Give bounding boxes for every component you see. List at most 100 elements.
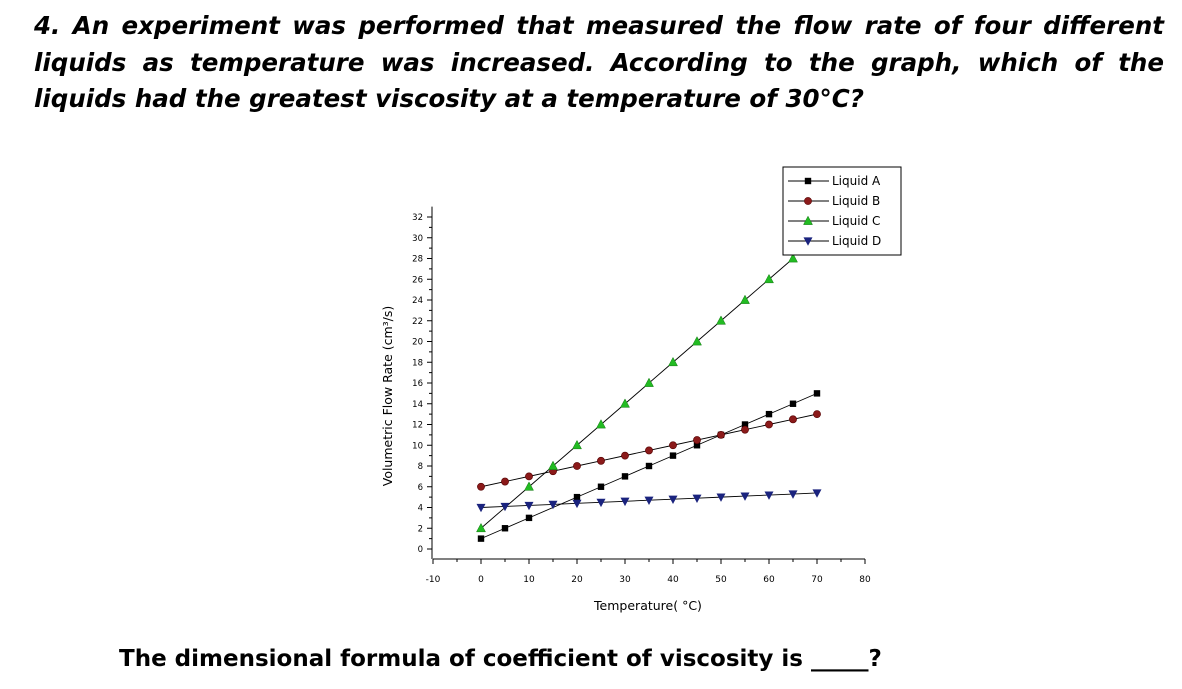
- legend-label-liquid-c: Liquid C: [832, 214, 880, 228]
- data-point-liquid-d: [740, 492, 750, 501]
- x-tick-label: 80: [859, 575, 871, 585]
- data-point-liquid-b: [501, 477, 509, 486]
- legend-label-liquid-b: Liquid B: [832, 194, 880, 208]
- x-tick-label: 70: [811, 575, 823, 585]
- data-point-liquid-a: [525, 514, 533, 522]
- data-point-liquid-d: [692, 494, 702, 503]
- legend-label-liquid-d: Liquid D: [832, 234, 881, 248]
- data-point-liquid-b: [717, 430, 725, 439]
- x-tick-label: 50: [715, 575, 727, 585]
- x-tick-label: 20: [571, 575, 583, 585]
- data-point-liquid-c: [620, 398, 630, 408]
- data-point-liquid-d: [524, 501, 534, 511]
- y-tick-label: 22: [412, 317, 423, 327]
- legend-marker-liquid-b: [804, 197, 812, 205]
- y-tick-label: 18: [412, 358, 423, 368]
- series-liquid-b: [477, 410, 821, 491]
- x-axis-label: Temperature( °C): [593, 598, 702, 613]
- data-point-liquid-a: [621, 473, 629, 480]
- data-point-liquid-c: [668, 356, 678, 367]
- data-point-liquid-d: [572, 499, 582, 509]
- x-tick-label: 10: [523, 575, 535, 585]
- y-tick-label: 10: [412, 441, 423, 451]
- footer-question: The dimensional formula of coefficient o…: [119, 646, 882, 672]
- y-tick-label: 2: [418, 524, 423, 534]
- data-point-liquid-c: [644, 377, 654, 387]
- data-point-liquid-b: [813, 410, 821, 419]
- legend-label-liquid-a: Liquid A: [832, 174, 881, 188]
- data-point-liquid-d: [596, 498, 606, 508]
- y-tick-label: 0: [418, 545, 423, 555]
- data-point-liquid-b: [693, 436, 701, 444]
- data-point-liquid-b: [477, 482, 485, 491]
- legend-marker-liquid-a: [804, 177, 812, 185]
- data-point-liquid-a: [573, 493, 581, 501]
- data-point-liquid-d: [500, 502, 510, 512]
- data-point-liquid-a: [669, 452, 677, 459]
- series-liquid-a: [477, 390, 821, 542]
- x-tick-label: 30: [619, 575, 631, 585]
- y-tick-label: 20: [412, 338, 423, 348]
- y-tick-label: 24: [412, 296, 423, 306]
- x-tick-label: 60: [763, 575, 775, 585]
- y-tick-label: 30: [412, 234, 423, 244]
- data-point-liquid-c: [716, 315, 726, 325]
- y-tick-label: 16: [412, 379, 423, 389]
- data-point-liquid-b: [741, 425, 749, 434]
- legend-box: [782, 166, 902, 256]
- data-point-liquid-a: [813, 390, 821, 397]
- chart-axes: -10 0 10 20 30 40 50 60 70 8002468101214161820222…: [412, 206, 871, 585]
- y-tick-label: 8: [418, 462, 423, 472]
- y-tick-label: 4: [418, 504, 423, 514]
- series-line-liquid-a: [480, 392, 818, 540]
- data-point-liquid-d: [620, 497, 630, 507]
- data-point-liquid-d: [764, 491, 774, 500]
- data-point-liquid-d: [788, 490, 798, 499]
- data-point-liquid-c: [548, 460, 558, 470]
- data-point-liquid-d: [668, 495, 678, 504]
- data-point-liquid-b: [669, 441, 677, 450]
- data-point-liquid-c: [692, 336, 702, 346]
- data-point-liquid-b: [597, 456, 605, 465]
- data-point-liquid-d: [548, 500, 558, 510]
- data-point-liquid-d: [716, 493, 726, 502]
- data-point-liquid-c: [596, 419, 606, 429]
- y-tick-label: 12: [412, 421, 423, 431]
- data-point-liquid-c: [764, 273, 774, 284]
- question-text: 4. An experiment was performed that meas…: [34, 11, 1164, 113]
- data-point-liquid-a: [765, 410, 773, 418]
- data-point-liquid-b: [621, 451, 629, 460]
- data-point-liquid-b: [573, 462, 581, 470]
- data-point-liquid-a: [645, 462, 653, 470]
- data-point-liquid-a: [477, 535, 485, 542]
- legend-marker-liquid-c: [803, 215, 813, 225]
- legend-marker-liquid-d: [803, 237, 813, 246]
- data-point-liquid-a: [501, 525, 509, 532]
- series-liquid-c: [476, 253, 798, 533]
- y-tick-label: 26: [412, 275, 423, 285]
- data-point-liquid-a: [789, 400, 797, 407]
- data-point-liquid-c: [476, 522, 486, 533]
- y-axis-label: Volumetric Flow Rate (cm³/s): [380, 306, 395, 487]
- y-tick-label: 6: [418, 483, 423, 493]
- data-point-liquid-b: [789, 415, 797, 424]
- series-liquid-d: [476, 489, 822, 513]
- data-point-liquid-c: [572, 439, 582, 450]
- y-tick-label: 32: [412, 213, 423, 223]
- data-point-liquid-c: [788, 253, 798, 263]
- data-point-liquid-a: [741, 421, 749, 428]
- chart-legend: Liquid A Liquid B Liquid C Liquid D: [782, 166, 902, 256]
- data-point-liquid-a: [693, 442, 701, 449]
- y-tick-label: 14: [412, 400, 423, 410]
- data-point-liquid-b: [765, 420, 773, 429]
- data-point-liquid-d: [476, 503, 486, 513]
- chart-series: [476, 253, 822, 542]
- data-point-liquid-b: [645, 446, 653, 455]
- y-tick-label: 28: [412, 255, 423, 265]
- data-point-liquid-d: [812, 489, 822, 498]
- data-point-liquid-a: [597, 483, 605, 490]
- x-tick-label: 40: [667, 575, 679, 585]
- x-tick-label: -10: [426, 575, 441, 585]
- data-point-liquid-c: [740, 294, 750, 304]
